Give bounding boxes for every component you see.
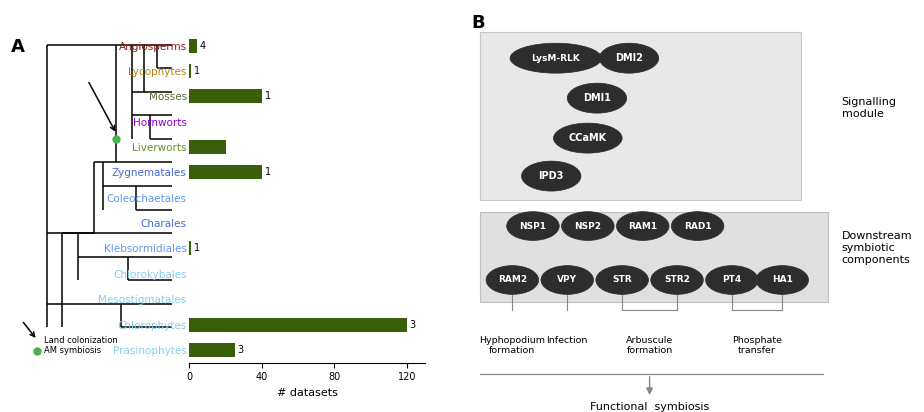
- Bar: [189, 89, 261, 103]
- Text: 4: 4: [200, 41, 205, 51]
- Bar: [189, 241, 191, 255]
- Ellipse shape: [567, 83, 626, 113]
- Text: Land colonization: Land colonization: [43, 336, 117, 345]
- Ellipse shape: [553, 123, 622, 153]
- Text: Functional  symbiosis: Functional symbiosis: [590, 402, 710, 412]
- Ellipse shape: [506, 212, 559, 241]
- Ellipse shape: [616, 212, 669, 241]
- Ellipse shape: [600, 43, 659, 73]
- Text: Hyphopodium
formation: Hyphopodium formation: [480, 336, 545, 355]
- Text: RAD1: RAD1: [684, 222, 711, 231]
- Ellipse shape: [521, 161, 581, 191]
- Ellipse shape: [650, 266, 703, 295]
- Text: IPD3: IPD3: [539, 171, 564, 181]
- Text: RAM1: RAM1: [628, 222, 657, 231]
- Ellipse shape: [562, 212, 614, 241]
- Text: Infection: Infection: [547, 336, 588, 345]
- FancyBboxPatch shape: [480, 212, 828, 302]
- Ellipse shape: [756, 266, 808, 295]
- Ellipse shape: [486, 266, 539, 295]
- Text: NSP2: NSP2: [575, 222, 602, 231]
- Ellipse shape: [596, 266, 649, 295]
- X-axis label: # datasets: # datasets: [277, 388, 337, 398]
- Text: 1: 1: [194, 243, 201, 253]
- Text: PT4: PT4: [723, 276, 742, 285]
- Text: 3: 3: [409, 320, 416, 330]
- Text: B: B: [471, 14, 485, 32]
- Text: 1: 1: [264, 91, 271, 101]
- Text: VPY: VPY: [557, 276, 578, 285]
- Text: A: A: [11, 37, 25, 56]
- Ellipse shape: [706, 266, 759, 295]
- Bar: [189, 140, 225, 154]
- Text: 1: 1: [194, 66, 201, 76]
- Text: DMI1: DMI1: [583, 93, 611, 103]
- Text: Downstream
symbiotic
components: Downstream symbiotic components: [842, 232, 912, 265]
- Text: 3: 3: [237, 345, 244, 355]
- Ellipse shape: [510, 43, 602, 73]
- Text: HA1: HA1: [772, 276, 793, 285]
- Ellipse shape: [541, 266, 593, 295]
- Text: 1: 1: [264, 167, 271, 178]
- Text: Arbuscule
formation: Arbuscule formation: [626, 336, 674, 355]
- Text: AM symbiosis: AM symbiosis: [43, 346, 101, 355]
- Bar: [189, 318, 407, 332]
- Text: RAM2: RAM2: [498, 276, 527, 285]
- Text: DMI2: DMI2: [615, 53, 643, 63]
- Text: CCaMK: CCaMK: [569, 133, 607, 143]
- Bar: [189, 166, 261, 179]
- Ellipse shape: [672, 212, 723, 241]
- Text: STR2: STR2: [664, 276, 690, 285]
- Bar: [189, 343, 235, 357]
- Text: STR: STR: [613, 276, 632, 285]
- Text: LysM-RLK: LysM-RLK: [531, 54, 580, 63]
- Bar: [189, 39, 197, 53]
- Text: Signalling
module: Signalling module: [842, 97, 896, 119]
- Text: NSP1: NSP1: [519, 222, 546, 231]
- Bar: [189, 64, 191, 78]
- Text: Phosphate
transfer: Phosphate transfer: [732, 336, 782, 355]
- FancyBboxPatch shape: [480, 32, 800, 200]
